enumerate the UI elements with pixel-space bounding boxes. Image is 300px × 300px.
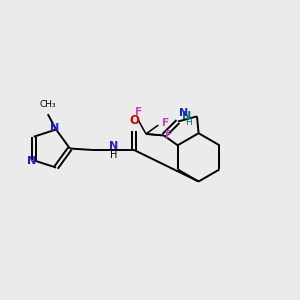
Text: F: F [135,106,142,117]
Text: H: H [110,150,118,160]
Text: N: N [50,123,59,133]
Text: F: F [162,118,169,128]
Text: H: H [185,118,192,127]
Text: CH₃: CH₃ [40,100,56,109]
Text: F: F [165,130,172,140]
Text: N: N [179,108,188,118]
Text: N: N [27,157,36,166]
Text: N: N [182,111,192,122]
Text: N: N [110,141,119,151]
Text: O: O [129,114,139,127]
